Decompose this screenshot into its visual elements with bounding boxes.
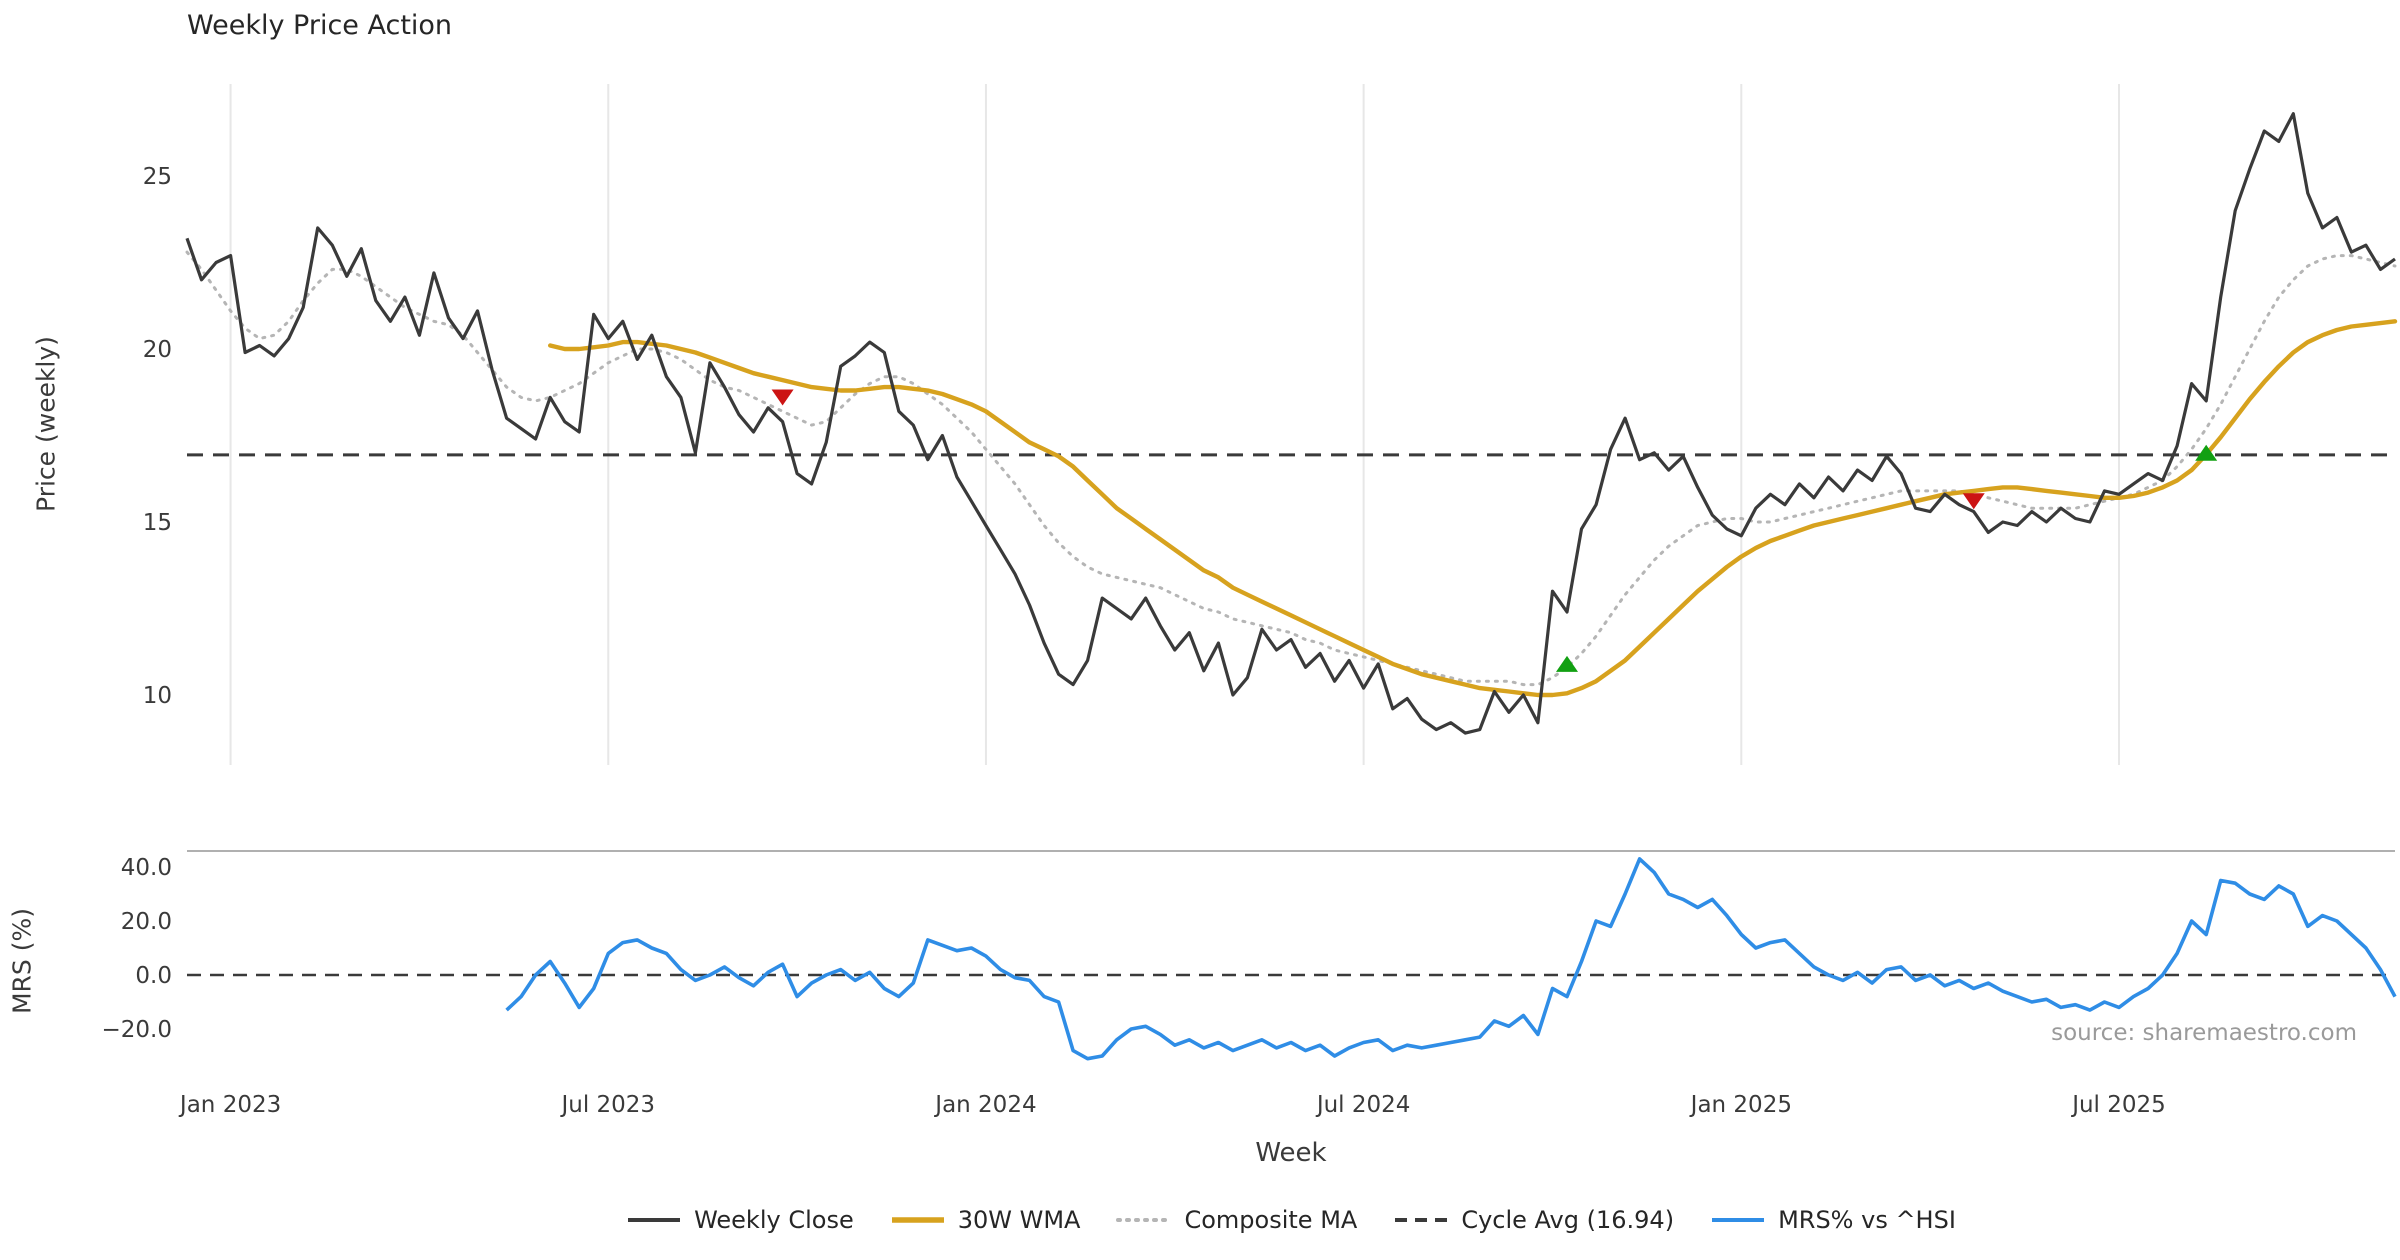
- legend: Weekly Close 30W WMA Composite MA Cycle Avg…: [187, 1206, 2395, 1234]
- price-ytick-label: 10: [143, 683, 172, 709]
- legend-wma30-swatch-icon: [891, 1217, 944, 1223]
- sell-marker-icon: [771, 389, 794, 406]
- wma30-line: [548, 319, 2398, 698]
- x-tick-label: Jul 2025: [2070, 1092, 2166, 1118]
- sell-marker-icon: [1962, 493, 1985, 510]
- x-tick-label: Jan 2023: [178, 1092, 281, 1118]
- mrs-ytick-label: 20.0: [121, 909, 172, 935]
- price-ytick-label: 15: [143, 510, 172, 536]
- legend-label: Composite MA: [1184, 1206, 1358, 1234]
- legend-label: 30W WMA: [957, 1206, 1081, 1234]
- price-ytick-label: 20: [143, 337, 172, 363]
- x-tick-label: Jul 2023: [559, 1092, 655, 1118]
- chart-title: Weekly Price Action: [187, 10, 453, 41]
- x-tick-label: Jan 2024: [933, 1092, 1036, 1118]
- x-tick-label: Jul 2024: [1315, 1092, 1411, 1118]
- composite-ma-line: [185, 250, 2397, 687]
- weekly-close-line: [185, 112, 2396, 735]
- legend-label: MRS% vs ^HSI: [1778, 1206, 1956, 1234]
- legend-label: Cycle Avg (16.94): [1461, 1206, 1675, 1234]
- x-axis-label: Week: [1255, 1138, 1327, 1168]
- legend-item: Weekly Close: [626, 1206, 854, 1234]
- legend-mrs-swatch-icon: [1712, 1218, 1765, 1222]
- mrs-line: [505, 857, 2397, 1061]
- mrs-ytick-label: 0.0: [135, 963, 172, 989]
- legend-item: Composite MA: [1116, 1206, 1357, 1234]
- buy-marker-icon: [1556, 655, 1578, 672]
- price-ytick-label: 25: [143, 164, 172, 190]
- legend-weekly_close-swatch-icon: [628, 1218, 681, 1222]
- legend-composite_ma-swatch-icon: [1116, 1218, 1173, 1222]
- legend-cycle_avg-swatch-icon: [1395, 1218, 1448, 1222]
- legend-label: Weekly Close: [694, 1206, 854, 1234]
- legend-item: Cycle Avg (16.94): [1393, 1206, 1674, 1234]
- mrs-ytick-label: −20.0: [102, 1017, 172, 1043]
- legend-item: 30W WMA: [890, 1206, 1081, 1234]
- buy-marker-icon: [2195, 444, 2218, 461]
- legend-item: MRS% vs ^HSI: [1710, 1206, 1956, 1234]
- source-credit: source: sharemaestro.com: [2051, 1020, 2357, 1046]
- x-tick-label: Jan 2025: [1689, 1092, 1792, 1118]
- mrs-ytick-label: 40.0: [121, 855, 172, 881]
